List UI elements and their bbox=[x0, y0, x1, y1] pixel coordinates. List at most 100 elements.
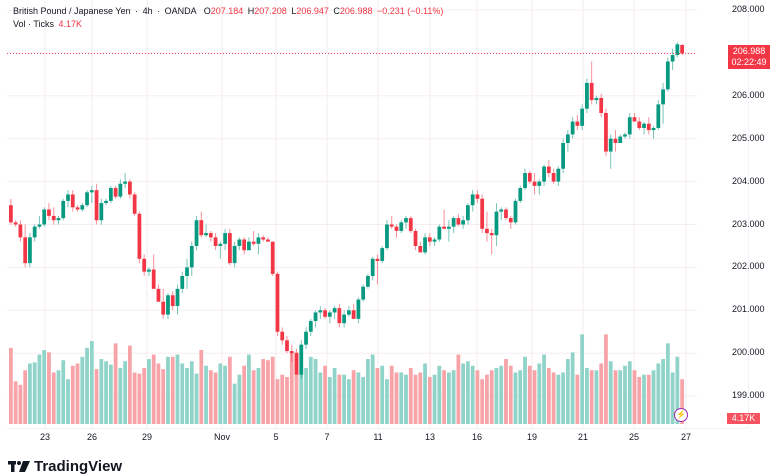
candle-body bbox=[561, 142, 565, 169]
candle-body bbox=[142, 258, 147, 272]
interval[interactable]: 4h bbox=[142, 6, 153, 16]
candle-body bbox=[9, 205, 13, 223]
candle-body bbox=[323, 310, 327, 317]
volume-bar bbox=[170, 356, 175, 424]
volume-bar bbox=[294, 352, 299, 424]
volume-bar bbox=[366, 359, 370, 424]
candle-body bbox=[80, 205, 85, 210]
volume-bar bbox=[56, 370, 61, 424]
volume-bar bbox=[594, 370, 599, 424]
tradingview-logo-icon bbox=[8, 461, 30, 472]
volume-bar bbox=[251, 370, 256, 424]
volume-label[interactable]: Vol · Ticks bbox=[13, 19, 55, 29]
volume-bar bbox=[166, 356, 170, 424]
candle-body bbox=[366, 275, 370, 287]
volume-bar bbox=[361, 376, 366, 424]
candlestick-chart[interactable] bbox=[7, 0, 697, 428]
volume-bar bbox=[556, 374, 561, 424]
volume-bar bbox=[404, 374, 408, 424]
candle-body bbox=[466, 205, 470, 221]
symbol-name[interactable]: British Pound / Japanese Yen bbox=[13, 6, 131, 16]
candle-body bbox=[28, 237, 32, 264]
price-chart-plot[interactable] bbox=[7, 0, 697, 428]
candle-body bbox=[23, 237, 28, 264]
volume-bar bbox=[518, 370, 523, 424]
volume-bar bbox=[23, 370, 28, 424]
volume-bar bbox=[523, 356, 527, 424]
volume-bar bbox=[642, 374, 646, 424]
candle-body bbox=[508, 218, 513, 223]
low-value: 206.947 bbox=[296, 6, 329, 16]
price-axis-label: 202.000 bbox=[732, 261, 765, 272]
volume-bar bbox=[370, 354, 375, 424]
volume-bar bbox=[466, 361, 470, 424]
volume-bar bbox=[237, 374, 242, 424]
candle-body bbox=[594, 97, 599, 101]
volume-bar bbox=[665, 343, 670, 424]
chart-legend: British Pound / Japanese Yen · 4h · OAND… bbox=[13, 5, 445, 31]
candle-body bbox=[575, 121, 580, 126]
candle-body bbox=[646, 123, 651, 131]
volume-bar bbox=[351, 370, 356, 424]
volume-bar bbox=[308, 356, 313, 424]
volume-bar bbox=[623, 365, 627, 424]
candle-body bbox=[94, 190, 99, 221]
volume-bar bbox=[532, 370, 537, 424]
candle-body bbox=[518, 188, 523, 201]
candle-body bbox=[294, 353, 299, 375]
volume-bar bbox=[128, 345, 132, 424]
volume-bar bbox=[551, 372, 556, 424]
volume-bar bbox=[347, 379, 351, 424]
volume-bar bbox=[242, 365, 247, 424]
volume-bar bbox=[575, 374, 580, 424]
volume-bar bbox=[323, 365, 327, 424]
volume-bar bbox=[104, 361, 108, 424]
volume-bar bbox=[132, 372, 137, 424]
candle-body bbox=[161, 301, 166, 315]
volume-bar bbox=[42, 350, 47, 424]
volume-bar bbox=[480, 379, 485, 424]
candle-body bbox=[546, 166, 551, 174]
candle-body bbox=[232, 245, 237, 264]
candle-body bbox=[304, 331, 308, 345]
candle-body bbox=[170, 295, 175, 307]
open-label: O bbox=[203, 6, 211, 16]
candle-body bbox=[37, 224, 42, 227]
candle-body bbox=[485, 228, 489, 234]
candle-body bbox=[380, 248, 385, 261]
volume-bar bbox=[413, 374, 418, 424]
volume-bar bbox=[646, 374, 651, 424]
flash-icon[interactable]: ⚡ bbox=[674, 408, 688, 422]
volume-bar bbox=[542, 354, 546, 424]
volume-bar bbox=[470, 365, 475, 424]
volume-bar bbox=[227, 356, 232, 424]
volume-bar bbox=[142, 368, 147, 424]
volume-bar bbox=[18, 384, 23, 424]
volume-bar bbox=[75, 363, 80, 424]
close-label: C bbox=[333, 6, 340, 16]
candle-body bbox=[227, 233, 232, 264]
separator: · bbox=[157, 6, 161, 16]
candle-body bbox=[537, 181, 542, 186]
volume-bar bbox=[485, 374, 489, 424]
time-axis-label: 23 bbox=[39, 432, 51, 442]
volume-bar bbox=[70, 365, 75, 424]
volume-bar bbox=[99, 359, 104, 424]
volume-bar bbox=[537, 363, 542, 424]
candle-body bbox=[675, 44, 680, 56]
volume-bar bbox=[299, 370, 304, 424]
candle-body bbox=[399, 222, 404, 231]
volume-bar bbox=[37, 354, 42, 424]
volume-bar bbox=[223, 365, 227, 424]
candle-body bbox=[99, 203, 104, 221]
candle-body bbox=[166, 295, 170, 315]
volume-bar bbox=[446, 372, 451, 424]
brand-name: TradingView bbox=[34, 458, 123, 475]
volume-bar bbox=[61, 360, 66, 424]
candle-body bbox=[499, 209, 504, 212]
volume-bar bbox=[118, 368, 123, 424]
volume-bar bbox=[437, 365, 442, 424]
candle-body bbox=[199, 220, 204, 236]
candle-body bbox=[665, 61, 670, 90]
volume-bar bbox=[208, 370, 213, 424]
